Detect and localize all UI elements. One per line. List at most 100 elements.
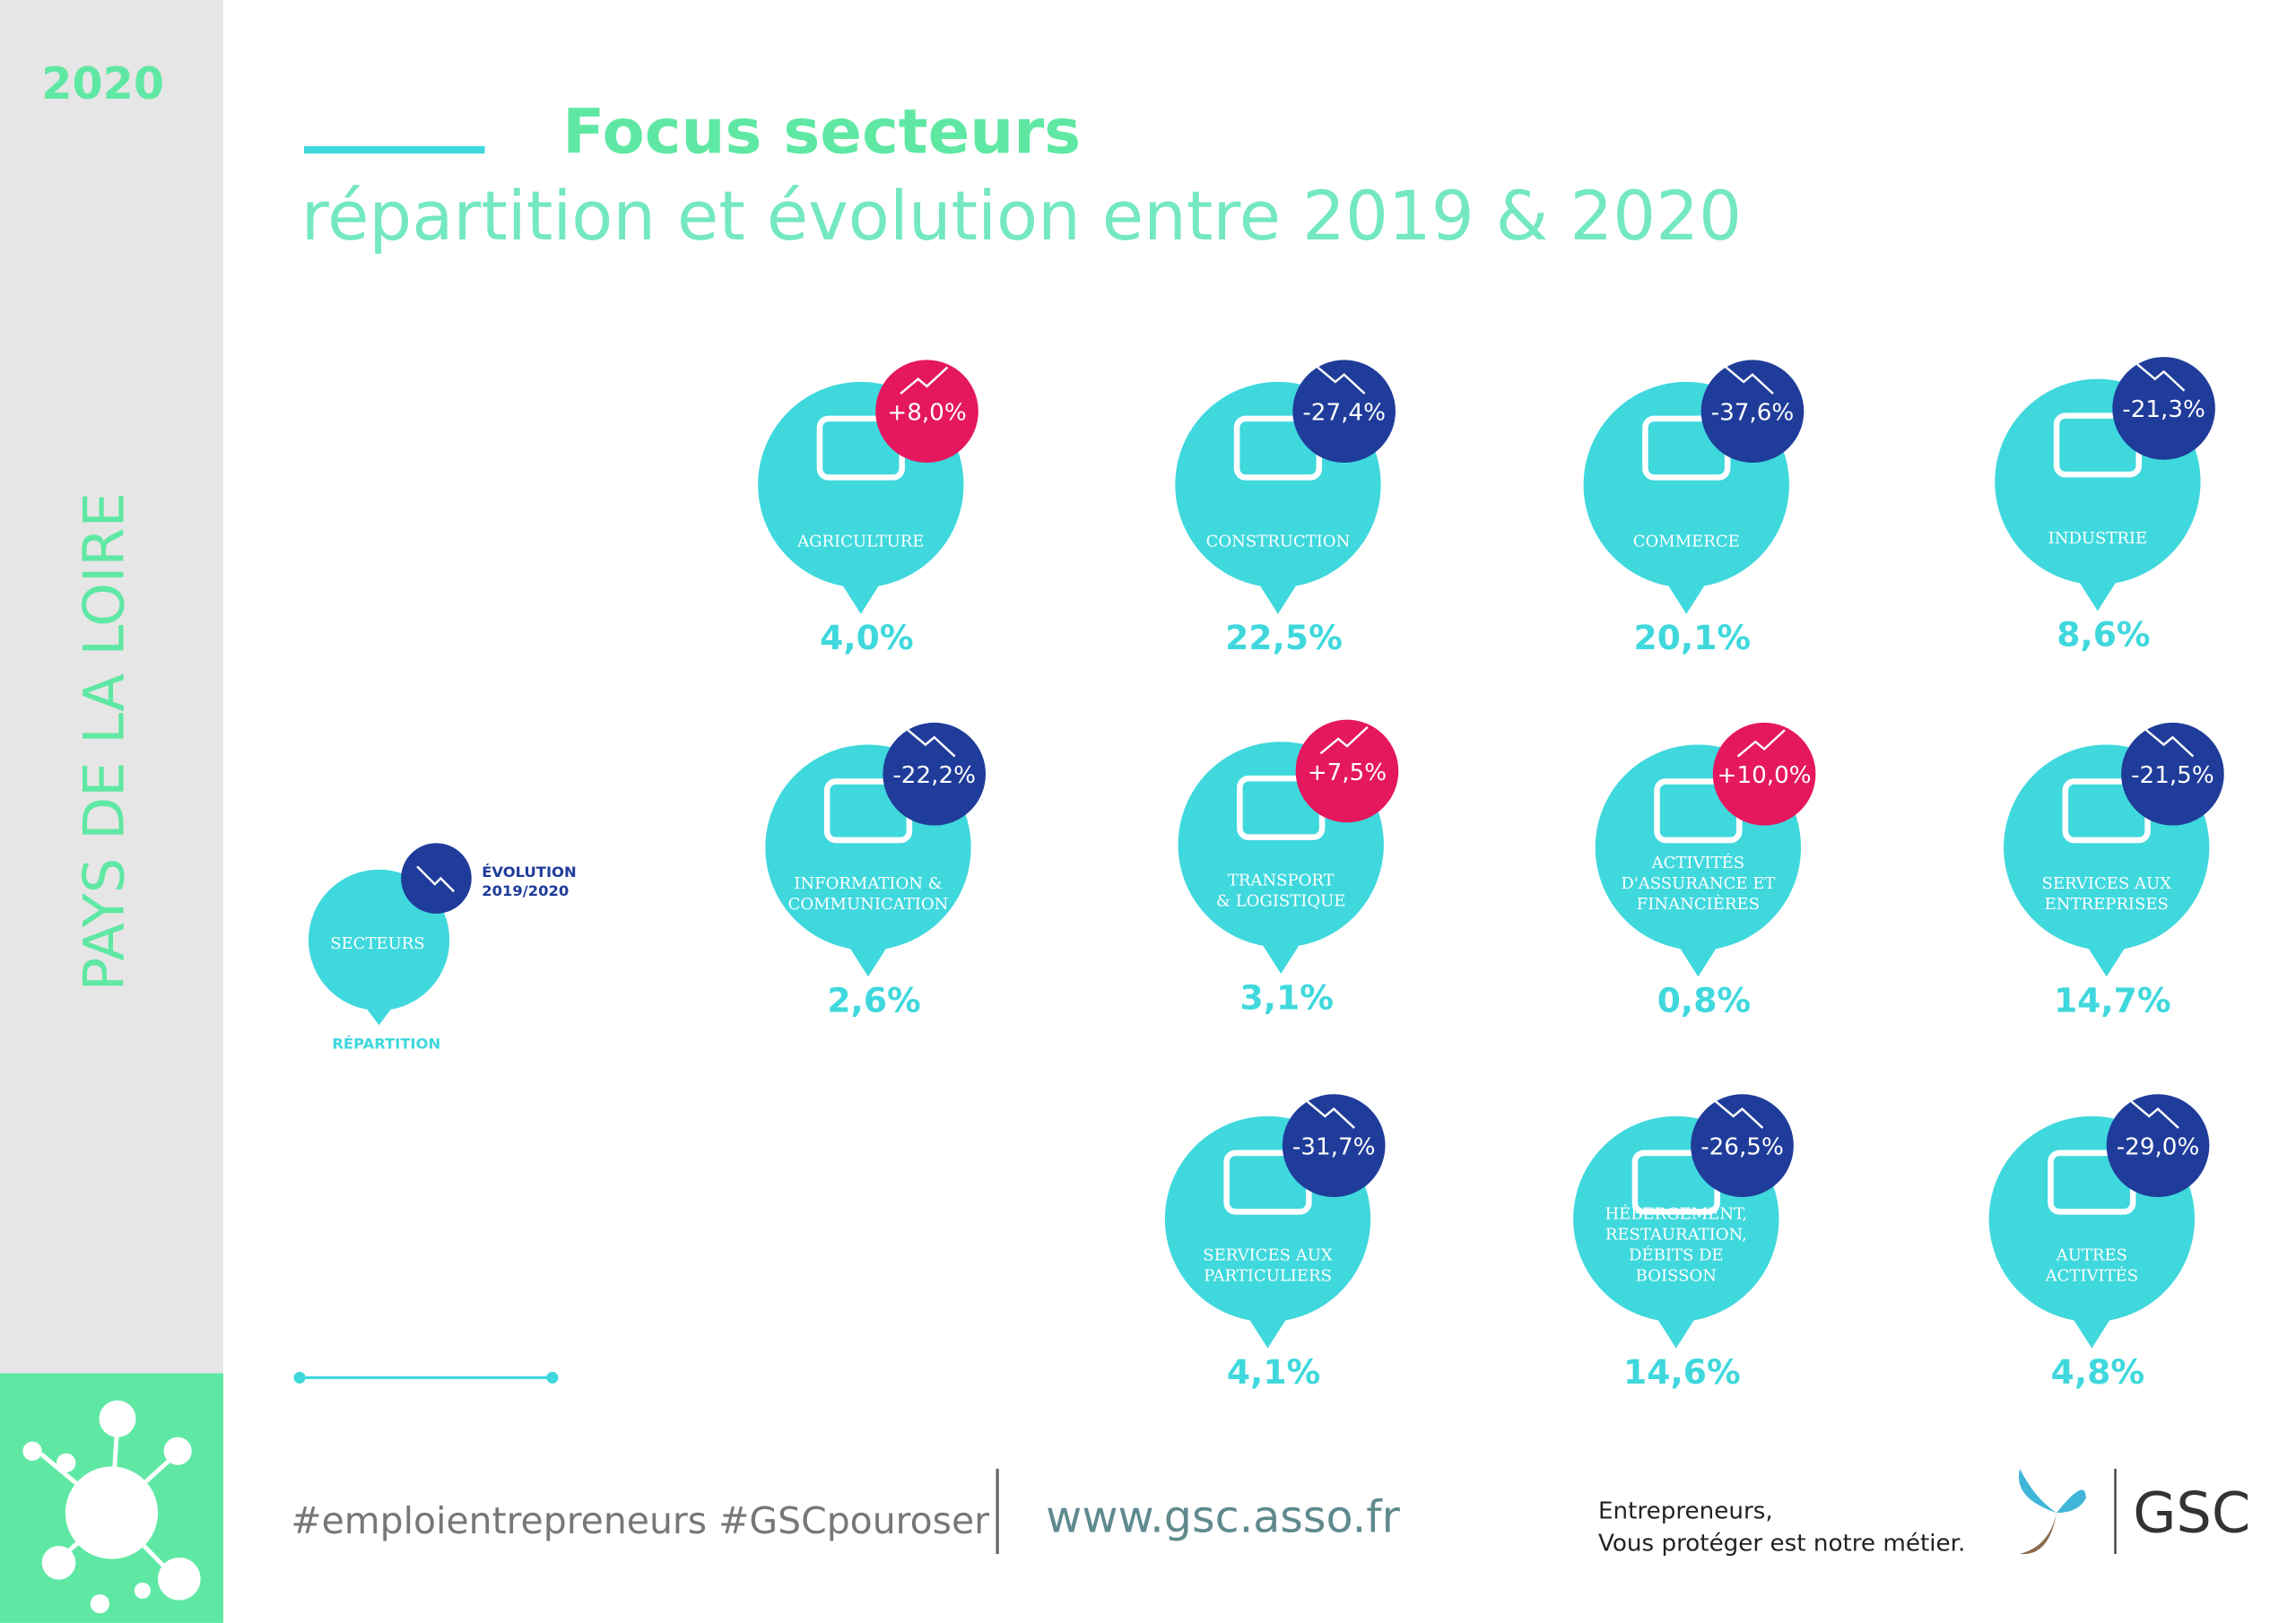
evolution-value: +10,0% bbox=[1718, 762, 1812, 789]
evolution-value: -27,4% bbox=[1302, 400, 1386, 427]
evolution-badge bbox=[2106, 1094, 2210, 1197]
tagline: Entrepreneurs, bbox=[1598, 1498, 1773, 1525]
sector-pointer bbox=[2076, 578, 2118, 612]
sector-label: SERVICES AUX bbox=[1203, 1245, 1333, 1264]
sector-label: PARTICULIERS bbox=[1204, 1266, 1332, 1285]
sector: SERVICES AUX ENTREPRISES -21,5% 14,7% bbox=[2004, 722, 2224, 1020]
legend-evolution: ÉVOLUTION bbox=[482, 864, 576, 881]
sector-pointer bbox=[2085, 944, 2127, 977]
hashtags: #emploientrepreneurs #GSCpouroser bbox=[291, 1499, 989, 1542]
evolution-arrow bbox=[1317, 366, 1366, 395]
evolution-badge bbox=[1282, 1094, 1386, 1197]
sector-label: DÉBITS DE bbox=[1629, 1244, 1724, 1264]
evolution-arrow bbox=[1319, 725, 1369, 755]
sector-pointer bbox=[1257, 581, 1299, 614]
sector-label: D'ASSURANCE ET bbox=[1621, 874, 1775, 893]
evolution-badge bbox=[2112, 357, 2215, 460]
share-value: 4,0% bbox=[820, 618, 913, 657]
sector-label: BOISSON bbox=[1636, 1266, 1717, 1285]
sector-label: COMMERCE bbox=[1633, 532, 1740, 551]
year: 2020 bbox=[41, 57, 164, 109]
footer-rule bbox=[293, 1371, 559, 1384]
website[interactable]: www.gsc.asso.fr bbox=[1046, 1490, 1400, 1542]
network-icon bbox=[22, 1400, 201, 1614]
sector-label: AUTRES bbox=[2056, 1245, 2127, 1264]
share-value: 4,8% bbox=[2051, 1352, 2144, 1392]
subtitle: répartition et évolution entre 2019 & 20… bbox=[301, 177, 1742, 256]
sector-label: RESTAURATION, bbox=[1605, 1225, 1747, 1244]
evolution-badge bbox=[1700, 360, 1805, 464]
evolution-value: -37,6% bbox=[1711, 400, 1795, 427]
legend-evolution: 2019/2020 bbox=[482, 882, 569, 899]
share-value: 22,5% bbox=[1225, 618, 1343, 657]
legend-badge bbox=[401, 843, 472, 914]
sector-pointer bbox=[1665, 581, 1708, 614]
sector-pointer bbox=[839, 581, 882, 614]
title: Focus secteurs bbox=[562, 96, 1081, 168]
evolution-arrow bbox=[2136, 363, 2186, 392]
sector-label: CONSTRUCTION bbox=[1206, 532, 1351, 551]
sector-pointer bbox=[1260, 941, 1302, 974]
sector: TRANSPORT & LOGISTIQUE +7,5% 3,1% bbox=[1178, 719, 1399, 1017]
gsc-logo bbox=[2018, 1468, 2117, 1555]
evolution-arrow bbox=[900, 366, 949, 395]
sector-pointer bbox=[1247, 1315, 1289, 1349]
evolution-value: -21,5% bbox=[2131, 762, 2214, 789]
sector: AGRICULTURE +8,0% 4,0% bbox=[758, 360, 978, 657]
evolution-arrow bbox=[1306, 1100, 1355, 1129]
evolution-arrow bbox=[1725, 366, 1774, 395]
legend-sectors: SECTEURS bbox=[330, 934, 424, 953]
evolution-badge bbox=[875, 360, 978, 464]
share-value: 3,1% bbox=[1240, 977, 1334, 1017]
share-value: 0,8% bbox=[1657, 981, 1751, 1020]
evolution-arrow bbox=[907, 729, 956, 758]
sector: HÉBERGEMENT,RESTAURATION,DÉBITS DE BOISSO… bbox=[1573, 1094, 1794, 1392]
evolution-badge bbox=[1691, 1094, 1794, 1197]
sector-label: AGRICULTURE bbox=[796, 532, 924, 551]
evolution-value: +8,0% bbox=[887, 400, 966, 427]
sector: COMMERCE -37,6% 20,1% bbox=[1583, 360, 1805, 657]
sector-label: INFORMATION & bbox=[794, 874, 942, 893]
sector-pointer bbox=[1655, 1315, 1697, 1349]
region: PAYS DE LA LOIRE bbox=[72, 492, 137, 991]
legend-arrow bbox=[416, 865, 455, 893]
evolution-badge bbox=[1292, 360, 1396, 464]
sector-label: & LOGISTIQUE bbox=[1216, 892, 1345, 911]
evolution-arrow bbox=[1715, 1100, 1764, 1129]
share-value: 14,7% bbox=[2054, 981, 2171, 1020]
sector-label: ACTIVITÉS bbox=[1651, 852, 1744, 872]
legend-share: RÉPARTITION bbox=[332, 1036, 440, 1053]
sector-label: ACTIVITÉS bbox=[2045, 1264, 2138, 1285]
evolution-badge bbox=[2121, 722, 2224, 826]
evolution-arrow bbox=[2130, 1100, 2179, 1129]
share-value: 14,6% bbox=[1623, 1352, 1741, 1392]
sector-label: COMMUNICATION bbox=[788, 895, 949, 914]
sector-pointer bbox=[2071, 1315, 2113, 1349]
tagline: Vous protéger est notre métier. bbox=[1598, 1531, 1965, 1558]
sector-pointer bbox=[1677, 944, 1719, 977]
evolution-arrow bbox=[1736, 729, 1786, 758]
sector-label: ENTREPRISES bbox=[2045, 895, 2169, 914]
brand: GSC bbox=[2133, 1480, 2250, 1545]
share-value: 20,1% bbox=[1634, 618, 1752, 657]
share-value: 4,1% bbox=[1227, 1352, 1320, 1392]
sector-label: HÉBERGEMENT, bbox=[1605, 1203, 1747, 1224]
evolution-value: -26,5% bbox=[1700, 1133, 1784, 1160]
evolution-value: -21,3% bbox=[2122, 396, 2205, 423]
evolution-value: -31,7% bbox=[1292, 1133, 1376, 1160]
share-value: 2,6% bbox=[827, 981, 920, 1020]
sector-label: TRANSPORT bbox=[1228, 872, 1335, 890]
evolution-badge bbox=[1712, 722, 1816, 826]
sidebar bbox=[0, 0, 223, 1374]
evolution-arrow bbox=[2145, 729, 2195, 758]
evolution-value: -22,2% bbox=[892, 762, 976, 789]
sector: SERVICES AUX PARTICULIERS -31,7% 4,1% bbox=[1164, 1094, 1386, 1392]
sector-label: SERVICES AUX bbox=[2041, 874, 2171, 893]
sector-label: INDUSTRIE bbox=[2048, 529, 2148, 548]
evolution-badge bbox=[883, 722, 987, 826]
sector-label: FINANCIÈRES bbox=[1637, 893, 1760, 914]
evolution-value: +7,5% bbox=[1308, 759, 1387, 786]
